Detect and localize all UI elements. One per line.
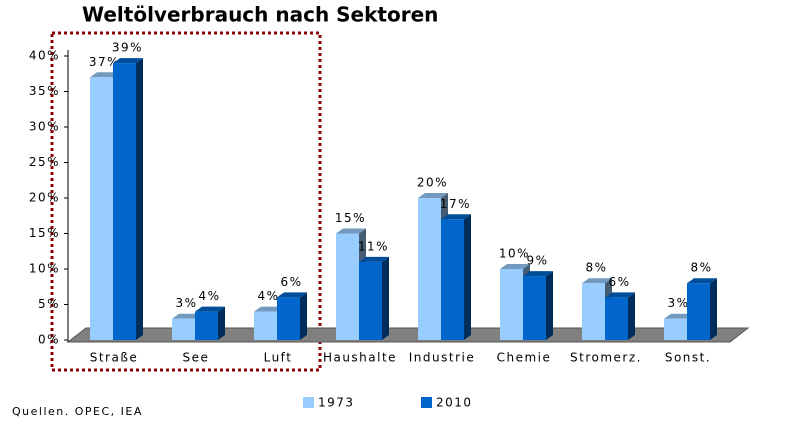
bar-top (418, 193, 448, 198)
bar-top (277, 292, 307, 298)
x-tick-label: Stromerz. (570, 351, 642, 365)
value-label: 15% (335, 211, 366, 225)
y-tick-label: 25% (29, 155, 60, 169)
bar-top (113, 58, 143, 64)
bar-top (359, 256, 389, 262)
bar-side (546, 271, 553, 340)
bar-side (628, 292, 635, 340)
floor (66, 327, 750, 343)
bar-side (710, 278, 717, 340)
y-tick-label: 5% (38, 297, 60, 311)
value-label: 6% (608, 275, 630, 289)
bar-top (500, 264, 530, 269)
bar (500, 269, 523, 340)
bar (172, 318, 195, 340)
bar-side (300, 292, 307, 340)
value-label: 8% (690, 261, 712, 275)
bar (418, 198, 441, 340)
bar (359, 261, 382, 340)
bar-side (136, 58, 143, 340)
y-tick-label: 30% (29, 120, 60, 134)
value-label: 4% (257, 289, 279, 303)
bar-side (218, 306, 225, 340)
value-label: 8% (585, 261, 607, 275)
bar-top (172, 313, 202, 319)
bar-side (464, 214, 471, 340)
bar (664, 318, 687, 340)
legend-swatch (303, 397, 314, 408)
legend-swatch (421, 397, 432, 408)
y-tick-label: 0% (38, 333, 60, 347)
value-label: 20% (417, 176, 448, 190)
chart-title: Weltölverbrauch nach Sektoren (82, 3, 438, 27)
x-tick-label: Haushalte (323, 351, 397, 365)
bar (113, 63, 136, 340)
value-label: 11% (358, 239, 389, 253)
y-tick-label: 10% (29, 262, 60, 276)
y-tick-label: 20% (29, 191, 60, 205)
y-tick-label: 40% (29, 49, 60, 63)
bar-top (687, 278, 717, 284)
bar (254, 311, 277, 340)
bar (605, 297, 628, 340)
bar (441, 219, 464, 340)
bar-top (582, 278, 612, 284)
x-tick-label: Sonst. (665, 351, 711, 365)
bar (582, 283, 605, 340)
value-label: 37% (89, 55, 120, 69)
bar-top (441, 214, 471, 220)
legend-label: 1973 (318, 396, 355, 410)
legend-label: 2010 (436, 396, 473, 410)
bar (687, 283, 710, 340)
value-label: 3% (667, 296, 689, 310)
bar (195, 311, 218, 340)
source: Quellen. OPEC, IEA (12, 405, 143, 418)
bar-top (254, 306, 284, 312)
y-tick-label: 35% (29, 84, 60, 98)
bar-side (382, 256, 389, 340)
bar-top (90, 72, 120, 78)
highlight-box (50, 31, 322, 372)
value-label: 10% (499, 247, 530, 261)
x-tick-label: Chemie (497, 351, 552, 365)
value-label: 6% (280, 275, 302, 289)
value-label: 39% (112, 41, 143, 55)
y-tick-label: 15% (29, 226, 60, 240)
x-tick-label: Industrie (409, 351, 475, 365)
x-tick-label: Luft (264, 351, 293, 365)
bar (277, 297, 300, 340)
value-label: 9% (526, 254, 548, 268)
bar (336, 233, 359, 340)
value-label: 3% (175, 296, 197, 310)
bar (523, 276, 546, 340)
bar-top (195, 306, 225, 312)
bar-top (336, 228, 366, 234)
bar-top (605, 292, 635, 298)
x-tick-label: Straße (90, 351, 139, 365)
x-tick-label: See (183, 351, 210, 365)
value-label: 17% (440, 197, 471, 211)
bar-top (664, 313, 694, 319)
value-label: 4% (198, 289, 220, 303)
bar (90, 77, 113, 341)
bar-top (523, 271, 553, 277)
